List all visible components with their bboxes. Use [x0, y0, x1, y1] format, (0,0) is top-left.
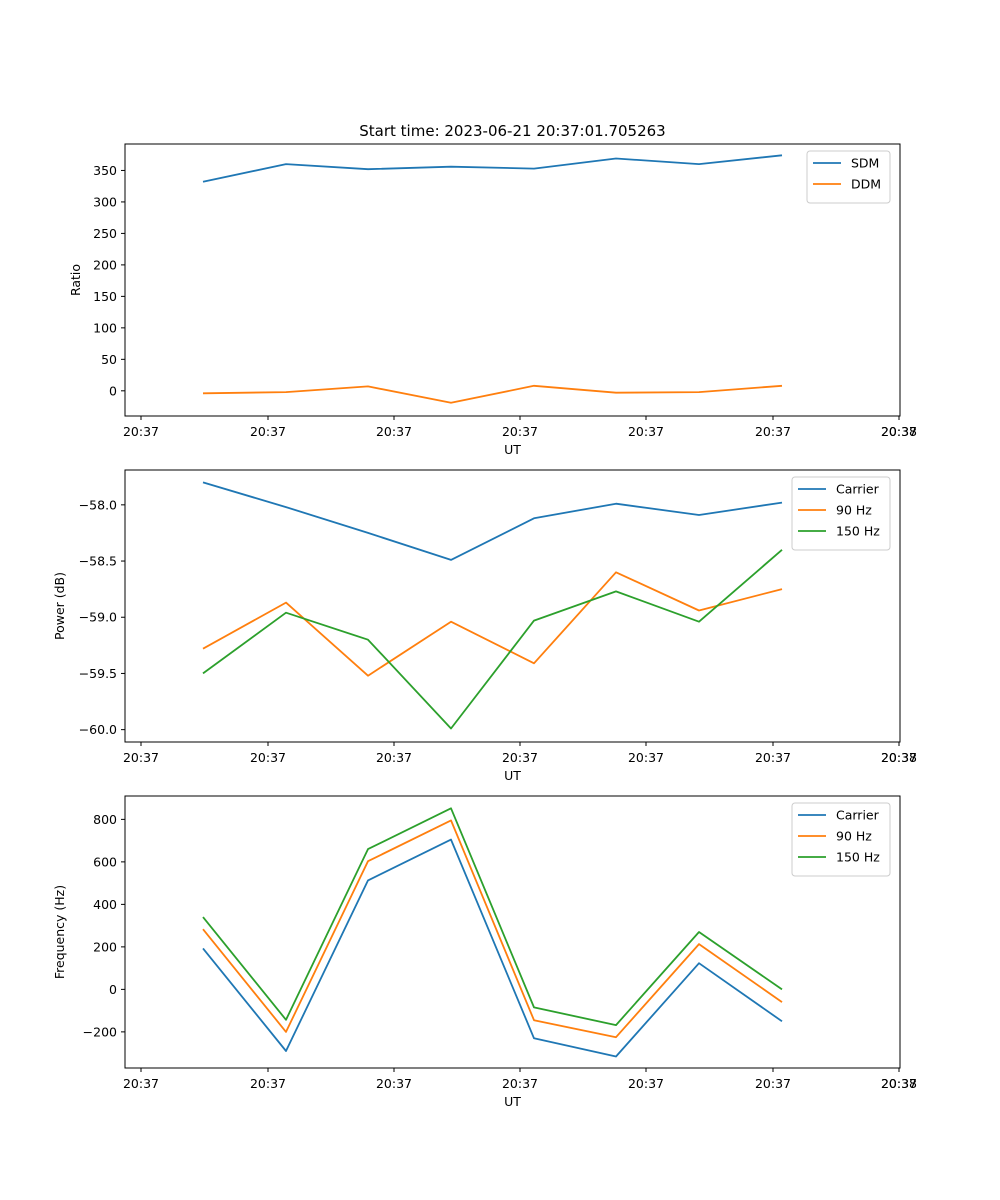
- x-tick-label: 20:37: [250, 424, 286, 439]
- y-tick-label: 600: [93, 854, 117, 869]
- series-line-sdm: [202, 154, 783, 183]
- legend-label: Carrier: [836, 482, 880, 497]
- x-tick-label: 20:38: [881, 1076, 917, 1091]
- legend-label: 150 Hz: [836, 850, 880, 865]
- x-tick-label: 20:37: [755, 750, 791, 765]
- x-axis-label: UT: [504, 768, 521, 783]
- x-tick-label: 20:37: [376, 1076, 412, 1091]
- subplot-1: 20:37 20:37 20:37 20:37 20:37 20:37 20:3720:38…: [68, 143, 917, 457]
- y-tick-label: −59.0: [79, 610, 117, 625]
- x-tick-label: 20:37: [250, 750, 286, 765]
- legend: Carrier 90 Hz 150 Hz: [791, 802, 891, 877]
- y-tick-label: −58.0: [79, 497, 117, 512]
- legend-box: [806, 150, 891, 204]
- y-tick-label: 100: [93, 320, 117, 335]
- series-line-90-hz: [202, 571, 783, 677]
- y-tick-label: −58.5: [79, 554, 117, 569]
- y-tick-label: 400: [93, 897, 117, 912]
- y-tick-label: 200: [93, 257, 117, 272]
- y-tick-label: 350: [93, 163, 117, 178]
- y-tick-label: −59.5: [79, 666, 117, 681]
- legend-label: Carrier: [836, 808, 880, 823]
- x-tick-label: 20:37: [502, 750, 538, 765]
- series-line-90-hz: [202, 819, 783, 1039]
- x-axis-label: UT: [504, 1094, 521, 1109]
- legend-label: 90 Hz: [836, 503, 872, 518]
- y-tick-label: 200: [93, 939, 117, 954]
- legend: SDM DDM: [806, 150, 891, 204]
- x-tick-label: 20:37: [755, 424, 791, 439]
- y-axis-label: Power (dB): [52, 572, 67, 640]
- axes-frame: [124, 795, 901, 1069]
- y-axis-label: Frequency (Hz): [52, 885, 67, 979]
- figure-title: Start time: 2023-06-21 20:37:01.705263: [359, 122, 665, 140]
- x-tick-label: 20:37: [502, 424, 538, 439]
- x-tick-label: 20:37: [881, 424, 917, 439]
- x-tick-label: 20:37: [881, 1076, 917, 1091]
- series-line-150-hz: [202, 549, 783, 730]
- x-tick-label: 20:37: [376, 750, 412, 765]
- series-line-carrier: [202, 481, 783, 561]
- y-tick-label: 0: [109, 383, 117, 398]
- x-tick-label: 20:37: [755, 1076, 791, 1091]
- x-tick-label: 20:37: [628, 1076, 664, 1091]
- x-axis-label: UT: [504, 442, 521, 457]
- axes-frame: [124, 143, 901, 417]
- y-tick-label: 0: [109, 982, 117, 997]
- x-tick-label: 20:38: [881, 750, 917, 765]
- y-tick-label: −60.0: [79, 722, 117, 737]
- y-tick-label: 300: [93, 194, 117, 209]
- axes-frame: [124, 469, 901, 743]
- y-tick-label: 50: [101, 352, 117, 367]
- x-tick-label: 20:37: [628, 424, 664, 439]
- x-tick-label: 20:37: [376, 424, 412, 439]
- x-tick-label: 20:37: [123, 424, 159, 439]
- series-line-carrier: [202, 838, 783, 1058]
- x-tick-label: 20:37: [123, 1076, 159, 1091]
- y-tick-label: 150: [93, 289, 117, 304]
- legend: Carrier 90 Hz 150 Hz: [791, 476, 891, 551]
- x-tick-label: 20:37: [123, 750, 159, 765]
- subplot-3: 20:37 20:37 20:37 20:37 20:37 20:37 20:3720:38…: [52, 795, 917, 1109]
- x-tick-label: 20:37: [628, 750, 664, 765]
- y-tick-label: 800: [93, 812, 117, 827]
- y-axis-label: Ratio: [68, 264, 83, 296]
- y-tick-label: 250: [93, 226, 117, 241]
- legend-label: 90 Hz: [836, 829, 872, 844]
- legend-label: DDM: [851, 177, 881, 192]
- x-tick-label: 20:37: [250, 1076, 286, 1091]
- y-tick-label: −200: [83, 1024, 117, 1039]
- subplot-2: 20:37 20:37 20:37 20:37 20:37 20:37 20:3720:38…: [52, 469, 917, 783]
- legend-label: 150 Hz: [836, 524, 880, 539]
- series-line-150-hz: [202, 807, 783, 1026]
- x-tick-label: 20:38: [881, 424, 917, 439]
- series-line-ddm: [202, 384, 783, 404]
- x-tick-label: 20:37: [502, 1076, 538, 1091]
- x-tick-label: 20:37: [881, 750, 917, 765]
- legend-label: SDM: [851, 156, 879, 171]
